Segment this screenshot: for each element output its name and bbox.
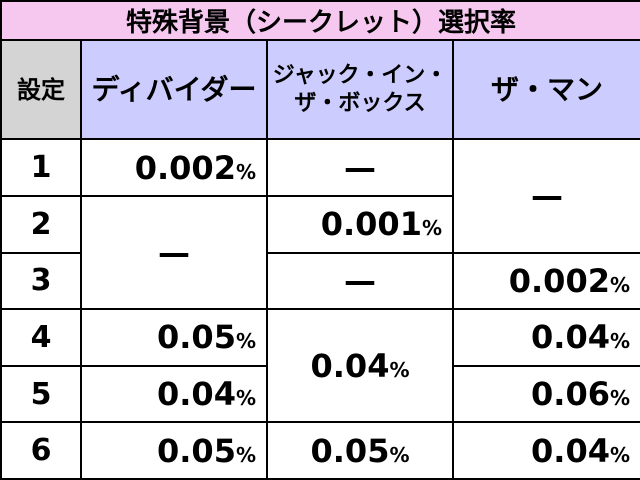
setting: 6 (0, 421, 82, 480)
unit: % (421, 216, 442, 241)
header-col1: ディバイダー (80, 39, 268, 141)
unit: % (609, 442, 631, 467)
dash-cell: — (80, 195, 268, 311)
rate: 0.06 (531, 375, 610, 414)
rate-cell: 0.04% (451, 421, 640, 480)
rate-cell: 0.05% (266, 421, 454, 480)
rate: 0.002 (508, 261, 610, 300)
unit: % (609, 386, 631, 411)
setting: 1 (0, 138, 82, 198)
unit: % (235, 329, 256, 354)
setting: 5 (0, 364, 82, 424)
rate: 0.04 (310, 346, 390, 385)
dash-cell: — (266, 251, 454, 311)
header-line: ジャック・イン・ (272, 63, 448, 89)
setting: 4 (0, 308, 82, 367)
header-col2: ジャック・イン・ ザ・ボックス (266, 39, 454, 141)
rate: 0.05 (157, 431, 236, 470)
rate-cell: 0.002% (451, 251, 640, 311)
rate-cell: 0.04% (80, 364, 268, 424)
rate: 0.04 (531, 431, 610, 470)
rate: 0.04 (157, 375, 236, 414)
unit: % (609, 329, 631, 354)
dash-cell: — (266, 138, 454, 198)
rate-cell: 0.04% (266, 308, 454, 424)
rate: 0.04 (531, 318, 610, 357)
rate-cell: 0.04% (451, 308, 640, 367)
rate-cell: 0.05% (80, 308, 268, 367)
header-setting: 設定 (0, 39, 82, 141)
unit: % (235, 159, 256, 184)
rate: 0.05 (157, 318, 236, 357)
unit: % (389, 442, 410, 467)
rate-cell: 0.002% (80, 138, 268, 198)
rate-cell: 0.05% (80, 421, 268, 480)
rate: 0.001 (320, 205, 422, 244)
table-title: 特殊背景（シークレット）選択率 (0, 0, 640, 42)
header-line: ザ・ボックス (294, 90, 426, 116)
rate-cell: 0.06% (451, 364, 640, 424)
unit: % (389, 357, 410, 382)
unit: % (235, 442, 256, 467)
header-col3: ザ・マン (451, 39, 640, 141)
rate-cell: 0.001% (266, 195, 454, 254)
setting: 2 (0, 195, 82, 254)
dash-cell: — (451, 138, 640, 254)
unit: % (235, 386, 256, 411)
unit: % (609, 272, 631, 297)
setting: 3 (0, 251, 82, 311)
rate: 0.002 (134, 148, 236, 187)
rate: 0.05 (310, 431, 390, 470)
